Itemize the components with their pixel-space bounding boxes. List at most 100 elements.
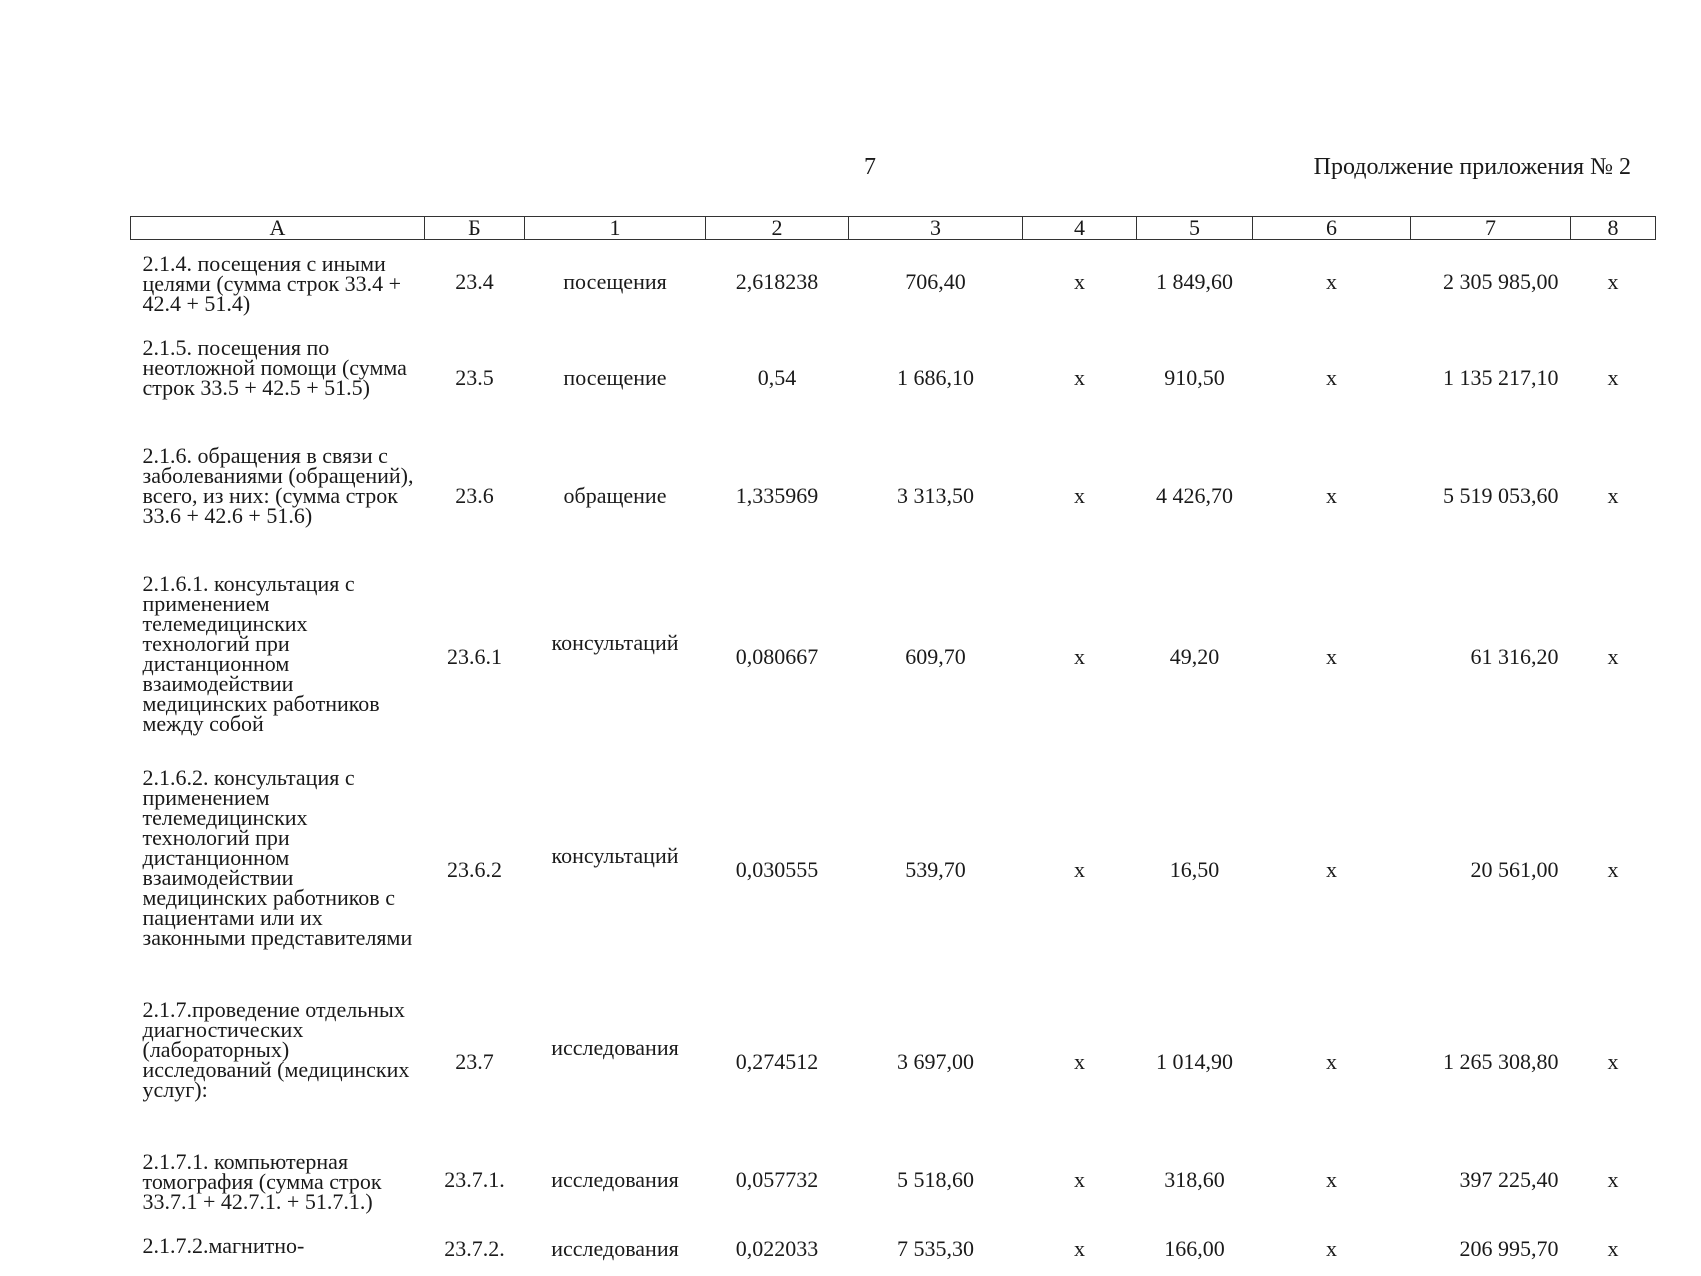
row-name: 2.1.6.2. консультация с применением теле… <box>142 765 413 950</box>
cell-col-7: 61 316,20 <box>1470 644 1559 669</box>
cell-col-6: х <box>1326 1236 1337 1261</box>
row-unit-text: консультаций <box>551 630 679 655</box>
cell-col-8: х <box>1607 1049 1619 1074</box>
row-name: 2.1.6. обращения в связи с заболеваниями… <box>142 443 414 528</box>
cell-col-2: 1,335969 <box>735 483 819 508</box>
cell-col-6: х <box>1326 269 1337 294</box>
row-unit: исследования <box>525 986 706 1138</box>
cell-col-8: х <box>1607 1236 1619 1261</box>
cell-col-8: х <box>1607 1167 1619 1192</box>
cell-col-7: 397 225,40 <box>1459 1167 1559 1192</box>
page-number: 7 <box>864 154 876 180</box>
column-header: 5 <box>1136 216 1253 240</box>
cell-col-4: х <box>1074 483 1085 508</box>
cell-col-7: 1 135 217,10 <box>1443 365 1559 390</box>
row-code: 23.5 <box>455 365 494 390</box>
table-row: 2.1.6. обращения в связи с заболеваниями… <box>131 432 1656 560</box>
cell-col-5: 318,60 <box>1164 1167 1225 1192</box>
row-unit-text: исследования <box>551 1035 679 1060</box>
cell-col-6: х <box>1326 857 1337 882</box>
cell-col-6: х <box>1326 1049 1337 1074</box>
cell-col-2: 0,030555 <box>735 857 819 882</box>
column-header: 8 <box>1570 216 1656 240</box>
column-header: 1 <box>524 216 706 240</box>
cell-col-2: 0,274512 <box>735 1049 819 1074</box>
column-header: 4 <box>1022 216 1137 240</box>
continuation-note: Продолжение приложения № 2 <box>1313 154 1631 180</box>
table-row: 2.1.6.2. консультация с применением теле… <box>131 754 1656 986</box>
cell-col-4: х <box>1074 857 1085 882</box>
cell-col-7: 206 995,70 <box>1459 1236 1559 1261</box>
cell-col-3: 1 686,10 <box>897 365 974 390</box>
row-name: 2.1.6.1. консультация с применением теле… <box>142 571 380 736</box>
row-unit: посещение <box>563 365 667 390</box>
cell-col-5: 1 849,60 <box>1156 269 1233 294</box>
table-row: 2.1.5. посещения по неотложной помощи (с… <box>131 324 1656 432</box>
row-code: 23.6.2 <box>447 857 502 882</box>
cell-col-3: 7 535,30 <box>897 1236 974 1261</box>
cell-col-6: х <box>1326 483 1337 508</box>
cell-col-8: х <box>1607 857 1619 882</box>
cell-col-2: 2,618238 <box>735 269 819 294</box>
cell-col-2: 0,54 <box>757 365 797 390</box>
cell-col-7: 2 305 985,00 <box>1443 269 1559 294</box>
row-unit: посещения <box>563 269 667 294</box>
column-header: 3 <box>848 216 1023 240</box>
cell-col-5: 1 014,90 <box>1156 1049 1233 1074</box>
row-name: 2.1.7.1. компьютерная томография (сумма … <box>142 1149 382 1214</box>
table-row: 2.1.7.2.магнитно- 23.7.2. исследования 0… <box>131 1222 1656 1276</box>
cell-col-2: 0,022033 <box>735 1236 819 1261</box>
table-row: 2.1.7.проведение отдельных диагностическ… <box>131 986 1656 1138</box>
cell-col-4: х <box>1074 365 1085 390</box>
cell-col-7: 20 561,00 <box>1470 857 1559 882</box>
cell-col-5: 49,20 <box>1169 644 1220 669</box>
table-row: 2.1.7.1. компьютерная томография (сумма … <box>131 1138 1656 1222</box>
cell-col-5: 910,50 <box>1164 365 1225 390</box>
row-unit: исследования <box>551 1167 679 1192</box>
row-unit-text: консультаций <box>551 843 679 868</box>
cell-col-7: 1 265 308,80 <box>1443 1049 1559 1074</box>
cell-col-4: х <box>1074 269 1085 294</box>
cell-col-5: 166,00 <box>1164 1236 1225 1261</box>
cell-col-3: 3 313,50 <box>897 483 974 508</box>
column-header: Б <box>424 216 525 240</box>
row-code: 23.4 <box>455 269 494 294</box>
cell-col-4: х <box>1074 644 1085 669</box>
row-code: 23.7 <box>455 1049 494 1074</box>
cell-col-8: х <box>1607 644 1619 669</box>
column-header: 2 <box>705 216 849 240</box>
table-row: 2.1.6.1. консультация с применением теле… <box>131 560 1656 754</box>
cell-col-6: х <box>1326 365 1337 390</box>
row-code: 23.6 <box>455 483 494 508</box>
cell-col-4: х <box>1074 1236 1085 1261</box>
cell-col-8: х <box>1607 483 1619 508</box>
cell-col-6: х <box>1326 644 1337 669</box>
cell-col-3: 5 518,60 <box>897 1167 974 1192</box>
cell-col-3: 609,70 <box>905 644 966 669</box>
row-name: 2.1.4. посещения с иными целями (сумма с… <box>142 251 402 316</box>
table-header: А Б 1 2 3 4 5 6 7 8 <box>130 216 1656 240</box>
cell-col-4: х <box>1074 1167 1085 1192</box>
column-header: 6 <box>1252 216 1411 240</box>
cell-col-8: х <box>1607 365 1619 390</box>
column-header: 7 <box>1410 216 1571 240</box>
cell-col-5: 4 426,70 <box>1156 483 1233 508</box>
row-unit: консультаций <box>525 754 706 986</box>
row-code: 23.6.1 <box>447 644 502 669</box>
row-name: 2.1.5. посещения по неотложной помощи (с… <box>142 335 407 400</box>
row-code: 23.7.2. <box>444 1236 505 1261</box>
cell-col-4: х <box>1074 1049 1085 1074</box>
cell-col-6: х <box>1326 1167 1337 1192</box>
cell-col-8: х <box>1607 269 1619 294</box>
cell-col-3: 539,70 <box>905 857 966 882</box>
row-code: 23.7.1. <box>444 1167 505 1192</box>
row-unit: консультаций <box>525 560 706 754</box>
cell-col-7: 5 519 053,60 <box>1443 483 1559 508</box>
row-unit: обращение <box>563 483 667 508</box>
data-table: А Б 1 2 3 4 5 6 7 8 2.1.4. посещения с и… <box>130 216 1656 1276</box>
cell-col-2: 0,057732 <box>735 1167 819 1192</box>
table-row: 2.1.4. посещения с иными целями (сумма с… <box>131 240 1656 325</box>
row-name: 2.1.7.проведение отдельных диагностическ… <box>142 997 410 1102</box>
column-header: А <box>130 216 425 240</box>
cell-col-3: 706,40 <box>905 269 966 294</box>
